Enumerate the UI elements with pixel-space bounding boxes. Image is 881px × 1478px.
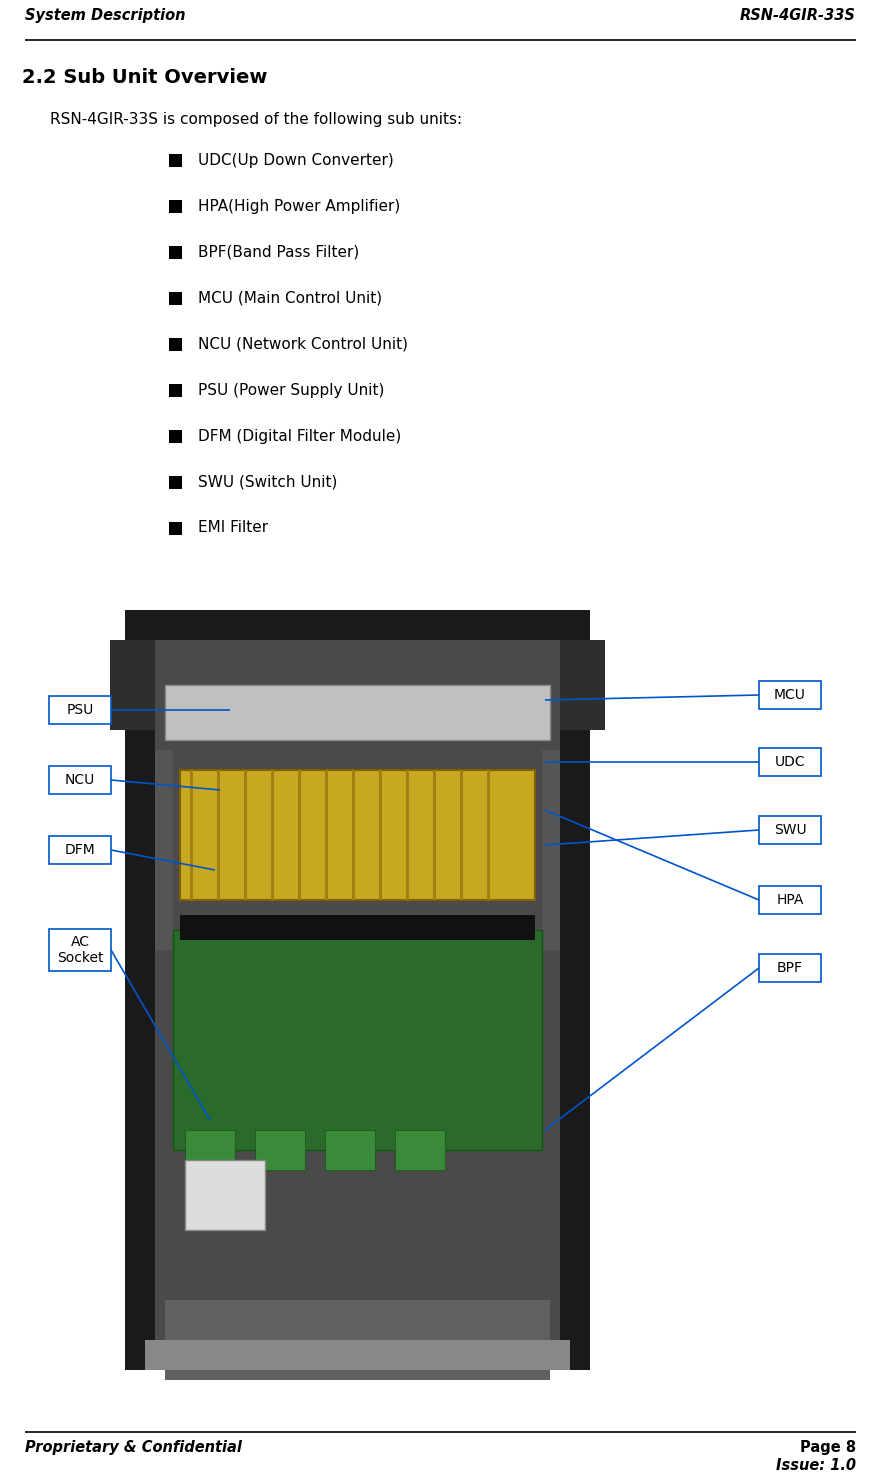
Bar [185, 1160, 265, 1230]
Text: RSN-4GIR-33S is composed of the following sub units:: RSN-4GIR-33S is composed of the followin… [50, 112, 463, 127]
Text: MCU (Main Control Unit): MCU (Main Control Unit) [198, 291, 382, 306]
Text: DFM (Digital Filter Module): DFM (Digital Filter Module) [198, 429, 401, 443]
Bar [168, 522, 181, 535]
Bar [180, 770, 535, 900]
Bar [759, 885, 821, 913]
Bar [379, 770, 382, 900]
Bar [460, 770, 463, 900]
Text: BPF(Band Pass Filter): BPF(Band Pass Filter) [198, 244, 359, 260]
Bar [155, 640, 560, 1341]
Text: PSU: PSU [66, 704, 93, 717]
Bar [49, 696, 111, 724]
Bar [173, 930, 542, 1150]
Bar [168, 200, 181, 213]
Bar [298, 770, 301, 900]
Bar [168, 337, 181, 350]
Text: Proprietary & Confidential: Proprietary & Confidential [25, 1440, 242, 1454]
Bar [168, 430, 181, 442]
Bar [49, 930, 111, 971]
Text: Issue: 1.0: Issue: 1.0 [776, 1457, 856, 1474]
Bar [433, 770, 436, 900]
Text: DFM: DFM [64, 842, 95, 857]
Text: SWU (Switch Unit): SWU (Switch Unit) [198, 474, 337, 489]
Text: NCU (Network Control Unit): NCU (Network Control Unit) [198, 337, 408, 352]
Text: 2.2 Sub Unit Overview: 2.2 Sub Unit Overview [22, 68, 267, 87]
Text: EMI Filter: EMI Filter [198, 520, 268, 535]
Text: Page 8: Page 8 [800, 1440, 856, 1454]
Bar [217, 770, 220, 900]
Bar [125, 610, 590, 1370]
Bar [395, 1131, 445, 1171]
Text: System Description: System Description [25, 7, 186, 24]
Bar [759, 953, 821, 981]
Bar [49, 766, 111, 794]
Bar [542, 749, 560, 950]
Text: UDC: UDC [774, 755, 805, 769]
Bar [271, 770, 274, 900]
Text: PSU (Power Supply Unit): PSU (Power Supply Unit) [198, 383, 384, 398]
Bar [168, 291, 181, 304]
Bar [255, 1131, 305, 1171]
Bar [352, 770, 355, 900]
Bar [180, 915, 535, 940]
Bar [110, 640, 605, 730]
Bar [487, 770, 490, 900]
Bar [325, 770, 328, 900]
Bar [759, 816, 821, 844]
Bar [244, 770, 247, 900]
Bar [759, 748, 821, 776]
Bar [185, 1131, 235, 1171]
Bar [165, 1301, 550, 1380]
Bar [155, 749, 173, 950]
Bar [165, 684, 550, 740]
Bar [190, 770, 193, 900]
Text: SWU: SWU [774, 823, 806, 837]
Bar [145, 1341, 570, 1370]
Text: BPF: BPF [777, 961, 803, 975]
Bar [49, 837, 111, 865]
Bar [325, 1131, 375, 1171]
Text: AC
Socket: AC Socket [56, 936, 103, 965]
Bar [759, 681, 821, 709]
Bar [168, 154, 181, 167]
Text: UDC(Up Down Converter): UDC(Up Down Converter) [198, 152, 394, 167]
Bar [168, 476, 181, 489]
Text: MCU: MCU [774, 687, 806, 702]
Bar [406, 770, 409, 900]
Text: RSN-4GIR-33S: RSN-4GIR-33S [740, 7, 856, 24]
Text: HPA(High Power Amplifier): HPA(High Power Amplifier) [198, 198, 400, 213]
Text: NCU: NCU [65, 773, 95, 786]
Bar [168, 245, 181, 259]
Text: HPA: HPA [776, 893, 803, 907]
Bar [168, 383, 181, 396]
